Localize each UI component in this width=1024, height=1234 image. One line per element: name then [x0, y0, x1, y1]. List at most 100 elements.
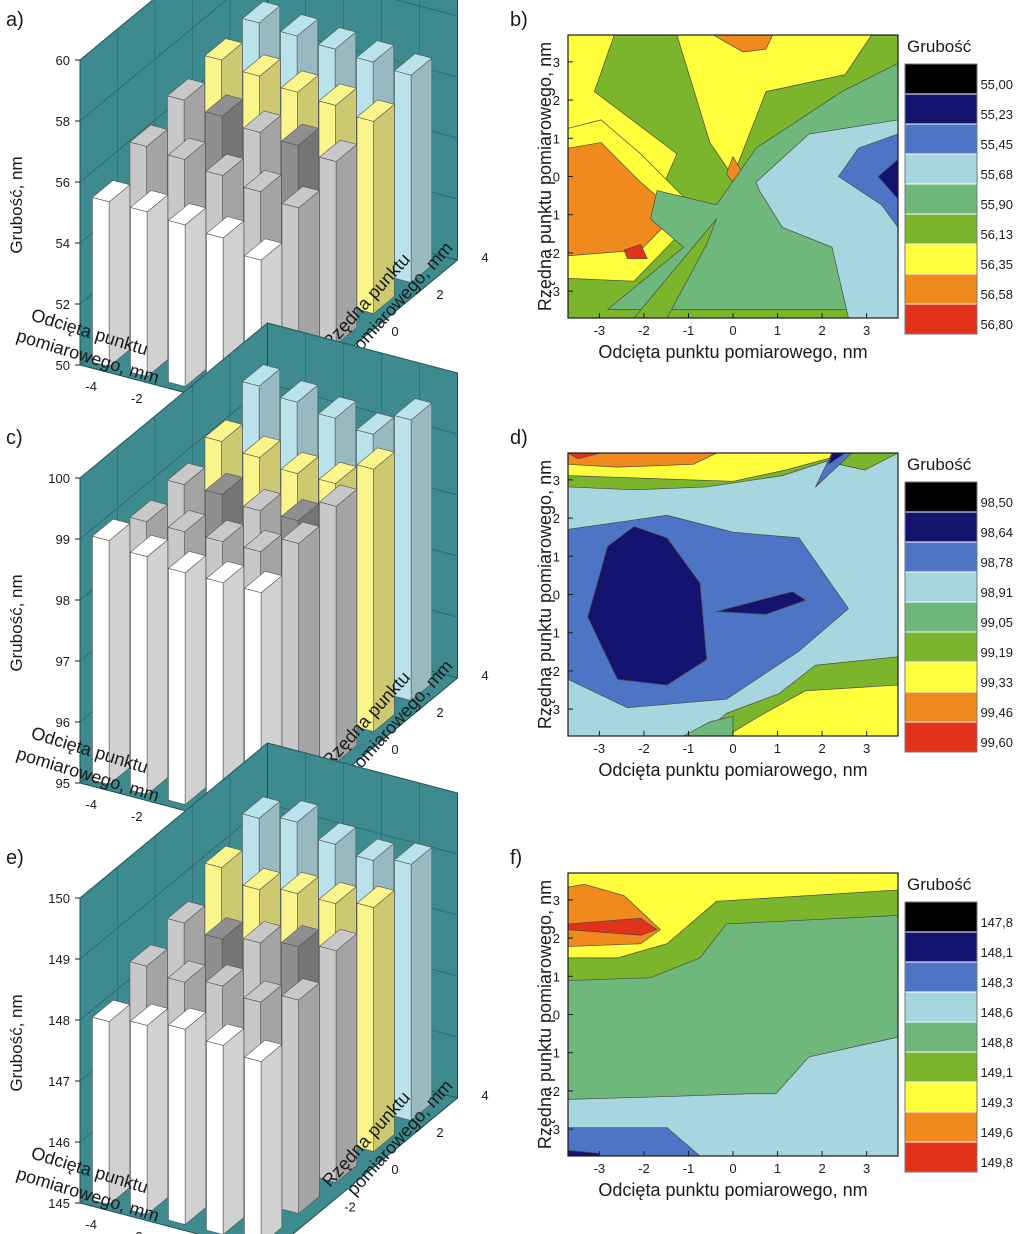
bar-3d — [168, 551, 207, 805]
legend-level-label: 55,68 — [980, 167, 1013, 182]
bar-top-face — [92, 999, 131, 1022]
legend-swatch — [904, 541, 978, 573]
bar3d-chart: e) 150 149 148 147 146 145 Grubość, nm -4 -2 0 2 4 -4… — [6, 742, 489, 1234]
wall-gridline — [79, 322, 458, 479]
legend-swatch — [904, 571, 978, 603]
x-tick-label: -2 — [131, 391, 143, 406]
legend-level-label: 149,3 — [980, 1095, 1013, 1110]
bar-3d — [244, 1039, 283, 1234]
z-tick-label: 146 — [48, 1135, 70, 1150]
bar-top-face — [356, 99, 395, 122]
bar-top-face — [319, 139, 358, 162]
bar-side-face — [184, 555, 207, 805]
bar-top-face — [242, 796, 281, 819]
legend-swatch — [904, 931, 978, 963]
y-tick-label: 4 — [481, 250, 488, 265]
bar-front-face — [168, 1024, 186, 1225]
bar-top-face — [130, 534, 169, 557]
x-tick-label: -4 — [85, 797, 97, 812]
panel-label: c) — [6, 427, 23, 449]
y-tick-label: 0 — [553, 1008, 560, 1023]
x-tick-label: -4 — [85, 1217, 97, 1232]
contour-band — [716, 591, 806, 615]
legend-swatch — [904, 63, 978, 95]
x-tick-label: -2 — [131, 809, 143, 824]
contour-band — [838, 133, 898, 228]
contour-band — [815, 453, 853, 488]
bar-front-face — [206, 578, 224, 815]
bar-3d — [206, 1023, 245, 1234]
bar-top-face — [129, 944, 168, 967]
bar-side-face — [260, 1044, 283, 1234]
legend-level-label: 99,60 — [980, 735, 1013, 750]
bar-top-face — [244, 1039, 283, 1062]
x-tick-label: 2 — [818, 741, 825, 756]
z-tick-label: 145 — [48, 1196, 70, 1211]
z-tick-label: 100 — [48, 471, 70, 486]
bar-top-face — [205, 964, 244, 987]
legend-frame — [904, 901, 978, 1173]
z-tick-label: 60 — [56, 53, 70, 68]
x-tick-label: 1 — [774, 741, 781, 756]
y-tick-label: 0 — [391, 324, 398, 339]
z-tick-label: 97 — [56, 654, 70, 669]
bar-top-face — [318, 881, 357, 904]
bar-3d — [92, 999, 131, 1205]
bar-top-face — [356, 40, 395, 63]
legend-swatch — [904, 273, 978, 305]
legend-swatch — [904, 961, 978, 993]
bar-top-face — [242, 435, 281, 458]
bar-top-face — [318, 83, 357, 106]
panel-label: b) — [510, 9, 528, 31]
legend-title: Grubość — [907, 875, 972, 894]
bar-top-face — [356, 838, 395, 861]
x-axis-label: Odcięta punktu pomiarowego, nm — [598, 760, 867, 780]
bar-top-face — [92, 518, 131, 541]
legend-swatch — [904, 123, 978, 155]
bar-side-face — [410, 402, 433, 701]
bar-top-face — [244, 238, 283, 261]
y-tick-label: 0 — [391, 1162, 398, 1177]
contour-band — [568, 1149, 602, 1156]
contour-chart: b) -3 -2 -1 0 1 2 3 3 2 1 0 -1 -2 -3 Odcięta punktu pom… — [510, 9, 1013, 362]
bar-3d — [92, 180, 131, 367]
legend-frame — [904, 481, 978, 753]
bar-top-face — [318, 461, 357, 484]
contour-band — [568, 453, 717, 468]
legend-title: Grubość — [907, 37, 972, 56]
bar-side-face — [146, 194, 169, 377]
y-tick-label: -1 — [548, 208, 560, 223]
y-tick-label: 2 — [436, 705, 443, 720]
legend-swatch — [904, 721, 978, 753]
bar-top-face — [394, 398, 433, 421]
z-tick-label: 56 — [56, 175, 70, 190]
legend-swatch — [904, 661, 978, 693]
bar-3d — [130, 190, 169, 377]
contour-band — [623, 244, 648, 259]
bar-3d — [394, 53, 433, 283]
legend-level-label: 149,8 — [980, 1155, 1013, 1170]
bar-top-face — [167, 78, 206, 101]
z-tick-label: 96 — [56, 715, 70, 730]
x-tick-label: -2 — [638, 1161, 650, 1176]
x-tick-label: 0 — [729, 1161, 736, 1176]
bar-top-face — [280, 800, 319, 823]
x-tick-label: 3 — [863, 1161, 870, 1176]
legend-swatch — [904, 601, 978, 633]
legend-level-label: 99,33 — [980, 675, 1013, 690]
bar-top-face — [280, 14, 319, 37]
y-tick-label: -3 — [548, 1122, 560, 1137]
x-tick-label: -3 — [594, 741, 606, 756]
y-tick-label: 0 — [553, 588, 560, 603]
legend-level-label: 149,6 — [980, 1125, 1013, 1140]
y-tick-label: -1 — [548, 626, 560, 641]
bar-3d — [281, 521, 320, 794]
y-tick-label: 2 — [436, 287, 443, 302]
bar-front-face — [319, 156, 337, 345]
y-tick-label: 1 — [553, 131, 560, 146]
x-tick-label: -3 — [594, 1161, 606, 1176]
bar-front-face — [206, 1040, 224, 1234]
y-tick-label: -3 — [548, 284, 560, 299]
y-tick-label: 2 — [553, 93, 560, 108]
